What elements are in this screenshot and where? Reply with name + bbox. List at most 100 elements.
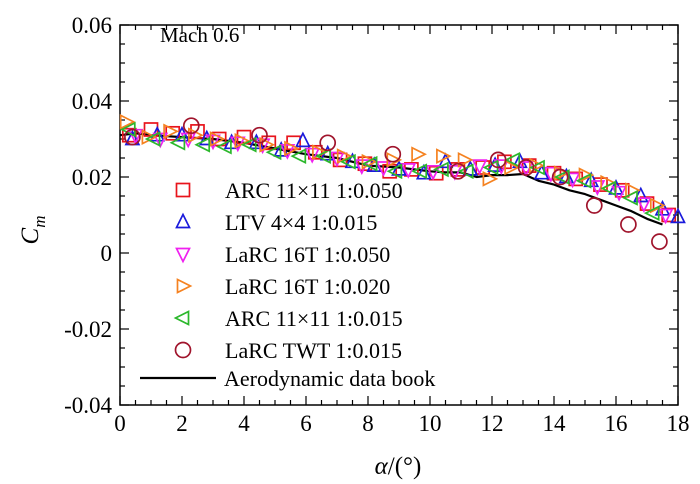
x-tick-label: 6 — [300, 411, 312, 436]
data-point — [361, 155, 378, 172]
data-point — [386, 163, 403, 180]
legend-label: LaRC 16T 1:0.050 — [225, 242, 390, 267]
data-point — [585, 197, 603, 214]
x-axis-symbol: α — [375, 453, 389, 480]
y-tick-label: -0.02 — [64, 317, 112, 342]
x-tick-label: 0 — [114, 411, 126, 436]
legend-marker — [175, 247, 191, 264]
data-point — [411, 163, 428, 180]
data-point — [361, 153, 378, 170]
data-point — [529, 159, 545, 176]
axis-ticks: 0 2 4 6 8 10 12 14 16 18 -0.04 -0.02 0 0.02 0.04 0.06 — [64, 13, 689, 436]
data-point — [517, 159, 535, 176]
y-axis-symbol: C — [17, 227, 44, 244]
data-point — [482, 171, 499, 187]
x-tick-label: 2 — [176, 411, 188, 436]
x-tick-label: 4 — [238, 411, 250, 436]
data-point — [529, 157, 545, 174]
x-tick-label: 18 — [667, 411, 690, 436]
data-point — [315, 148, 331, 164]
x-tick-label: 16 — [605, 411, 628, 436]
data-point — [209, 131, 226, 147]
data-point — [284, 140, 300, 157]
data-point — [504, 159, 521, 176]
data-point — [121, 127, 137, 143]
legend-label: ARC 11×11 1:0.015 — [225, 306, 403, 331]
data-point — [182, 117, 200, 135]
y-tick-label: 0 — [101, 241, 113, 266]
data-point — [575, 172, 592, 189]
legend-marker — [173, 310, 190, 326]
data-point — [336, 148, 353, 164]
data-point — [651, 233, 668, 250]
data-point — [620, 216, 637, 233]
marker-layer — [119, 114, 686, 250]
data-point — [215, 138, 232, 155]
x-tick-label: 8 — [362, 411, 374, 436]
series-5 — [119, 121, 660, 221]
y-tick-label: 0.06 — [72, 13, 112, 38]
data-point — [432, 161, 449, 178]
data-point — [319, 134, 337, 152]
data-point — [251, 126, 268, 144]
data-point — [169, 134, 186, 151]
data-point — [307, 144, 323, 160]
data-point — [553, 169, 570, 185]
data-point — [446, 164, 463, 181]
legend-marker — [176, 278, 193, 294]
legend-marker — [175, 182, 191, 198]
legend-label: ARC 11×11 1:0.050 — [225, 178, 403, 203]
x-axis-title: α/(°) — [375, 453, 422, 480]
data-point — [436, 148, 452, 164]
x-axis-unit: /(°) — [388, 453, 422, 480]
legend: ARC 11×11 1:0.050 LTV 4×4 1:0.015 LaRC 16T… — [140, 178, 435, 391]
y-axis-subscript: m — [30, 216, 49, 228]
data-point — [194, 136, 211, 153]
data-point — [622, 190, 638, 206]
legend-marker — [174, 341, 192, 359]
data-point — [649, 197, 666, 214]
legend-marker — [175, 212, 191, 229]
data-point — [384, 145, 402, 163]
data-point — [657, 208, 674, 225]
data-point — [124, 128, 141, 146]
x-tick-label: 12 — [481, 411, 504, 436]
data-point — [295, 131, 311, 148]
data-point — [449, 162, 467, 180]
legend-label: LTV 4×4 1:0.015 — [225, 210, 377, 235]
data-point — [600, 180, 617, 197]
data-point — [457, 152, 474, 168]
data-point — [119, 114, 136, 130]
data-point — [425, 164, 441, 181]
y-tick-label: 0.02 — [72, 165, 112, 190]
legend-label: LaRC TWT 1:0.015 — [225, 338, 402, 363]
y-tick-label: 0.04 — [72, 89, 113, 114]
data-point — [457, 163, 474, 180]
annotation-mach: Mach 0.6 — [160, 23, 239, 47]
data-point — [240, 136, 257, 153]
data-point — [551, 168, 569, 186]
data-point — [290, 148, 307, 164]
data-point — [578, 167, 595, 183]
data-point — [400, 163, 417, 179]
data-point — [636, 197, 652, 214]
data-point — [259, 136, 276, 153]
data-point — [489, 151, 507, 169]
x-tick-label: 10 — [419, 411, 442, 436]
data-point — [471, 159, 488, 176]
data-point — [144, 131, 161, 147]
data-point — [411, 146, 428, 163]
data-point — [265, 144, 282, 161]
data-point — [504, 152, 521, 168]
data-point — [643, 205, 660, 221]
legend-label: Aerodynamic data book — [224, 366, 435, 391]
y-tick-label: -0.04 — [64, 393, 112, 418]
y-axis-title: Cm — [17, 216, 49, 245]
legend-label: LaRC 16T 1:0.020 — [225, 274, 390, 299]
data-point — [339, 153, 356, 170]
x-tick-label: 14 — [543, 411, 567, 436]
series-6 — [124, 117, 668, 250]
data-point — [670, 207, 686, 224]
data-point — [163, 123, 180, 140]
